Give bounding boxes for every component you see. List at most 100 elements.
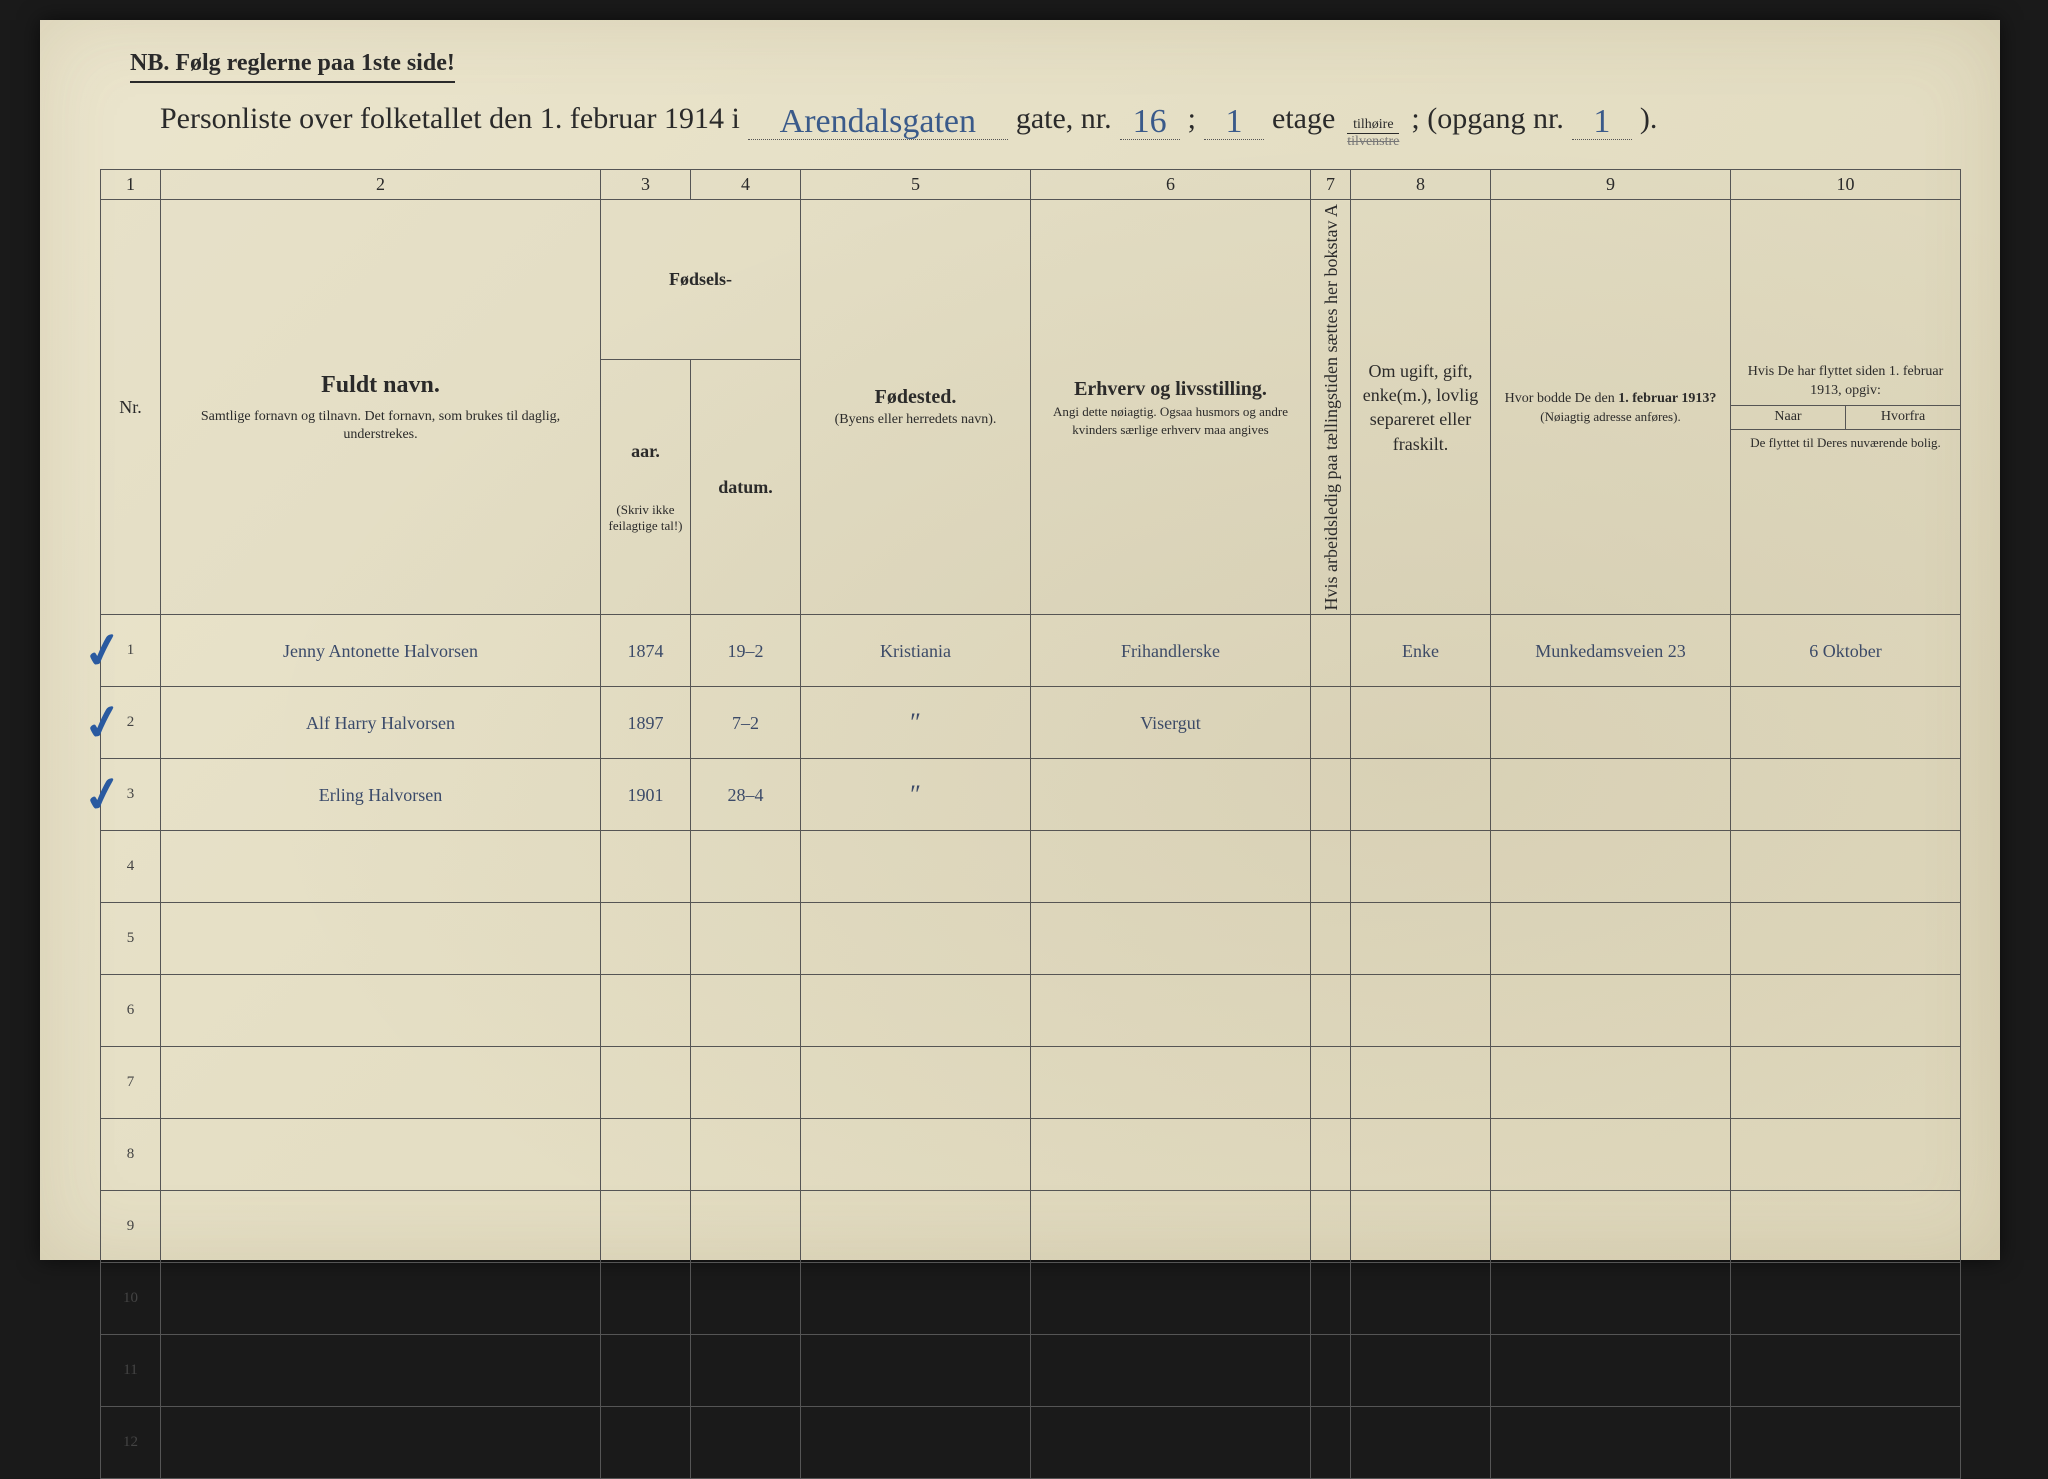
column-number-row: 1 2 3 4 5 6 7 8 9 10 xyxy=(101,170,1961,200)
cell-year xyxy=(601,1119,691,1191)
checkmark-icon: ✓ xyxy=(78,692,127,754)
cell-date xyxy=(691,1047,801,1119)
cell-year xyxy=(601,831,691,903)
cell-date xyxy=(691,1407,801,1479)
cell-moved: 6 Oktober xyxy=(1731,615,1961,687)
hdr-col10-title: Hvis De har flyttet siden 1. februar 191… xyxy=(1731,359,1960,405)
cell-status xyxy=(1351,759,1491,831)
cell-name xyxy=(161,903,601,975)
table-row: 6 xyxy=(101,975,1961,1047)
hdr-datum-label: datum. xyxy=(697,477,794,498)
hdr-erhverv: Erhverv og livsstilling. Angi dette nøia… xyxy=(1031,200,1311,615)
hdr-col10-naar: Naar xyxy=(1731,406,1846,429)
hdr-fodested: Fødested. (Byens eller herredets navn). xyxy=(801,200,1031,615)
hdr-datum: datum. xyxy=(691,360,801,615)
cell-status xyxy=(1351,1119,1491,1191)
opgang-label: ; (opgang nr. xyxy=(1411,102,1563,136)
cell-birthplace xyxy=(801,1191,1031,1263)
hdr-col10-sub: De flyttet til Deres nuværende bolig. xyxy=(1731,430,1960,456)
cell-col7 xyxy=(1311,1335,1351,1407)
cell-date xyxy=(691,1119,801,1191)
cell-moved xyxy=(1731,975,1961,1047)
cell-year xyxy=(601,903,691,975)
cell-date xyxy=(691,903,801,975)
cell-moved xyxy=(1731,1047,1961,1119)
etage-nr-field: 1 xyxy=(1204,105,1264,140)
cell-nr: 12 xyxy=(101,1407,161,1479)
cell-nr: 7 xyxy=(101,1047,161,1119)
cell-address1913 xyxy=(1491,975,1731,1047)
cell-occupation xyxy=(1031,831,1311,903)
cell-nr: 9 xyxy=(101,1191,161,1263)
hdr-aar-label: aar. xyxy=(607,441,684,462)
cell-birthplace xyxy=(801,1047,1031,1119)
hdr-name-sub: Samtlige fornavn og tilnavn. Det fornavn… xyxy=(167,408,594,446)
cell-birthplace xyxy=(801,903,1031,975)
cell-status: Enke xyxy=(1351,615,1491,687)
title-line: Personliste over folketallet den 1. febr… xyxy=(160,101,1950,149)
table-row: 4 xyxy=(101,831,1961,903)
cell-date xyxy=(691,1335,801,1407)
cell-nr: 11 xyxy=(101,1335,161,1407)
hdr-fodsel-label: Fødsels- xyxy=(669,269,732,289)
etage-bottom: tilvenstre xyxy=(1347,134,1399,149)
cell-nr: 8 xyxy=(101,1119,161,1191)
cell-date xyxy=(691,1263,801,1335)
census-page: NB. Følg reglerne paa 1ste side! Personl… xyxy=(40,20,2000,1260)
cell-year xyxy=(601,1263,691,1335)
table-row: 7 xyxy=(101,1047,1961,1119)
cell-name xyxy=(161,1263,601,1335)
table-row: ✓2Alf Harry Halvorsen18977–2″Visergut xyxy=(101,687,1961,759)
hdr-col9: Hvor bodde De den 1. februar 1913? (Nøia… xyxy=(1491,200,1731,615)
cell-col7 xyxy=(1311,759,1351,831)
hdr-fodested-sub: (Byens eller herredets navn). xyxy=(807,411,1024,430)
cell-name xyxy=(161,1119,601,1191)
colnum-8: 8 xyxy=(1351,170,1491,200)
cell-occupation xyxy=(1031,1407,1311,1479)
cell-date xyxy=(691,975,801,1047)
cell-name xyxy=(161,1335,601,1407)
colnum-9: 9 xyxy=(1491,170,1731,200)
cell-nr: 5 xyxy=(101,903,161,975)
cell-status xyxy=(1351,1047,1491,1119)
cell-address1913 xyxy=(1491,1263,1731,1335)
cell-name: Erling Halvorsen xyxy=(161,759,601,831)
cell-nr: 6 xyxy=(101,975,161,1047)
colnum-10: 10 xyxy=(1731,170,1961,200)
cell-col7 xyxy=(1311,1047,1351,1119)
colnum-2: 2 xyxy=(161,170,601,200)
hdr-col8: Om ugift, gift, enke(m.), lovlig separer… xyxy=(1351,200,1491,615)
cell-col7 xyxy=(1311,687,1351,759)
cell-nr: 4 xyxy=(101,831,161,903)
title-prefix: Personliste over folketallet den 1. febr… xyxy=(160,102,740,136)
cell-moved xyxy=(1731,1263,1961,1335)
cell-occupation xyxy=(1031,903,1311,975)
cell-date: 28–4 xyxy=(691,759,801,831)
table-row: 12 xyxy=(101,1407,1961,1479)
cell-address1913 xyxy=(1491,1335,1731,1407)
cell-year xyxy=(601,1047,691,1119)
hdr-col10: Hvis De har flyttet siden 1. februar 191… xyxy=(1731,200,1961,615)
table-row: 9 xyxy=(101,1191,1961,1263)
cell-occupation xyxy=(1031,1191,1311,1263)
cell-moved xyxy=(1731,1119,1961,1191)
etage-side-fraction: tilhøire tilvenstre xyxy=(1347,118,1399,149)
cell-address1913 xyxy=(1491,831,1731,903)
hdr-col10-hvorfra: Hvorfra xyxy=(1846,406,1960,429)
opgang-nr-field: 1 xyxy=(1572,105,1632,140)
cell-status xyxy=(1351,1191,1491,1263)
table-row: ✓3Erling Halvorsen190128–4″ xyxy=(101,759,1961,831)
cell-col7 xyxy=(1311,615,1351,687)
cell-name xyxy=(161,1191,601,1263)
cell-birthplace: ″ xyxy=(801,687,1031,759)
cell-col7 xyxy=(1311,831,1351,903)
cell-birthplace xyxy=(801,975,1031,1047)
cell-address1913 xyxy=(1491,759,1731,831)
cell-birthplace xyxy=(801,831,1031,903)
cell-occupation xyxy=(1031,759,1311,831)
cell-occupation xyxy=(1031,1047,1311,1119)
header-row: Nr. Fuldt navn. Samtlige fornavn og tiln… xyxy=(101,200,1961,360)
cell-year xyxy=(601,1407,691,1479)
cell-name: Jenny Antonette Halvorsen xyxy=(161,615,601,687)
colnum-3: 3 xyxy=(601,170,691,200)
